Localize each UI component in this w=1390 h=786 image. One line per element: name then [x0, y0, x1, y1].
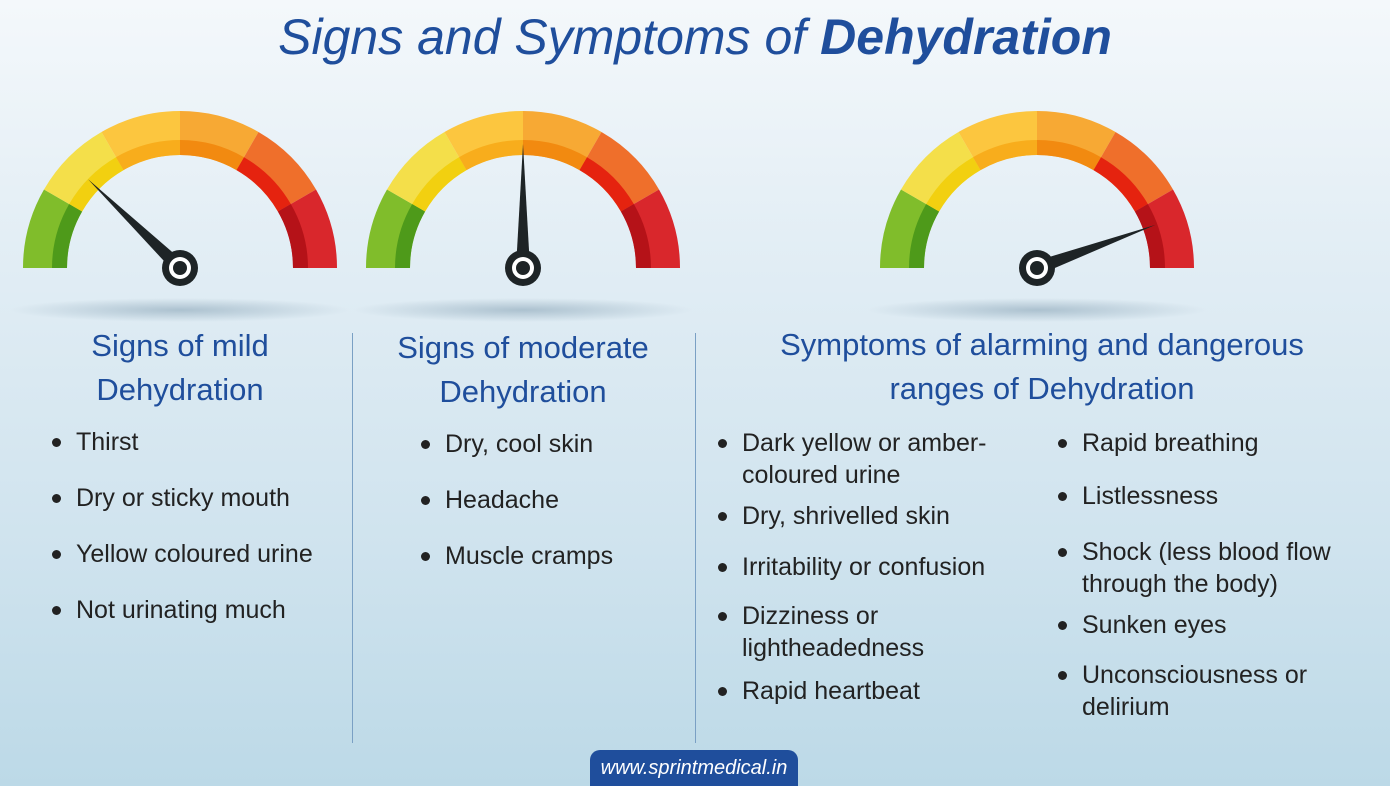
gauge-moderate: [353, 110, 693, 322]
list-item: Dry or sticky mouth: [52, 482, 376, 514]
list-item: Thirst: [52, 426, 376, 458]
gauge-severe: [867, 110, 1207, 322]
list-item: Headache: [421, 484, 715, 516]
gauges: [10, 110, 1207, 322]
section-heading: Dehydration: [439, 374, 607, 409]
section-heading: Dehydration: [96, 372, 264, 407]
list-item: Dark yellow or amber-coloured urine: [718, 427, 1052, 491]
footer-url: www.sprintmedical.in: [590, 750, 798, 786]
list-item: Unconsciousness or delirium: [1058, 659, 1382, 723]
title-emphasis: Dehydration: [820, 9, 1112, 65]
list-item: Muscle cramps: [421, 540, 715, 572]
list-item: Irritability or confusion: [718, 551, 1052, 583]
section-heading: Signs of moderate: [397, 330, 649, 365]
title: Signs and Symptoms of Dehydration: [0, 8, 1390, 66]
section-heading: Signs of mild: [91, 328, 269, 363]
list-item: Yellow coloured urine: [52, 538, 376, 570]
list-item: Dry, shrivelled skin: [718, 500, 1052, 532]
list-item: Not urinating much: [52, 594, 376, 626]
section-heading: ranges of Dehydration: [889, 371, 1195, 406]
list-item: Dizziness or lightheadedness: [718, 600, 1052, 664]
section-heading: Symptoms of alarming and dangerous: [780, 327, 1304, 362]
list-item: Shock (less blood flow through the body): [1058, 536, 1382, 600]
divider: [352, 333, 353, 743]
list-item: Listlessness: [1058, 480, 1382, 512]
divider: [695, 333, 696, 743]
title-text: Signs and Symptoms of: [278, 9, 807, 65]
gauge-mild: [10, 110, 350, 322]
list-item: Rapid heartbeat: [718, 675, 1052, 707]
list-item: Sunken eyes: [1058, 609, 1382, 641]
list-item: Dry, cool skin: [421, 428, 715, 460]
list-item: Rapid breathing: [1058, 427, 1382, 459]
